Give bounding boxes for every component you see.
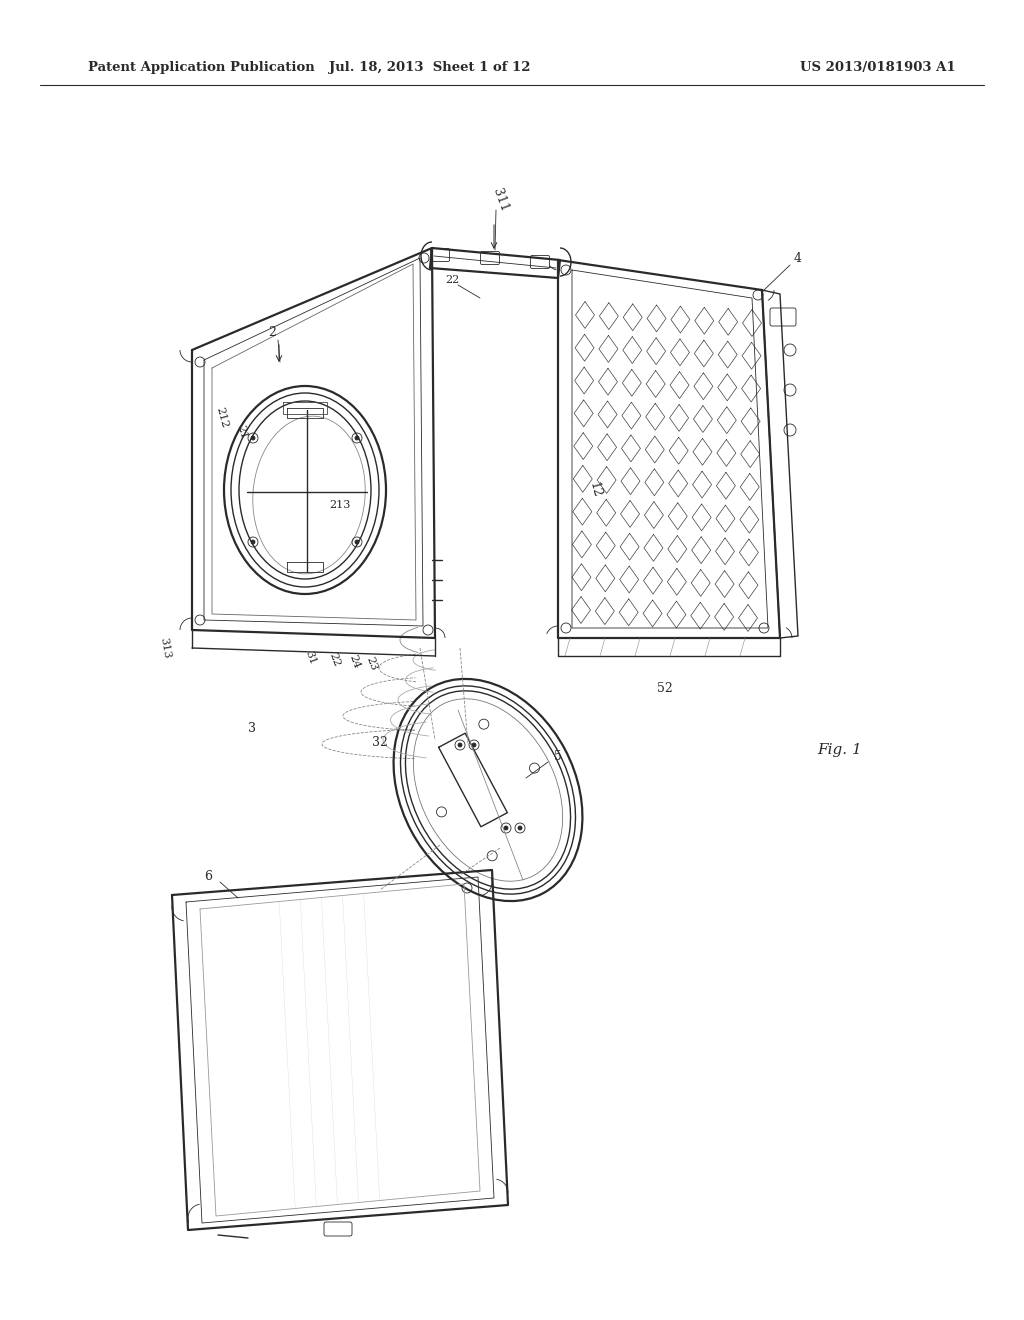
Circle shape [518, 826, 522, 830]
Text: 311: 311 [489, 186, 510, 214]
Text: Jul. 18, 2013  Sheet 1 of 12: Jul. 18, 2013 Sheet 1 of 12 [330, 62, 530, 74]
Text: 24: 24 [348, 653, 362, 671]
Text: US 2013/0181903 A1: US 2013/0181903 A1 [800, 62, 955, 74]
Circle shape [251, 540, 255, 544]
Text: 21: 21 [236, 424, 249, 440]
Text: 32: 32 [372, 735, 388, 748]
Text: 22: 22 [328, 652, 342, 668]
Text: Patent Application Publication: Patent Application Publication [88, 62, 314, 74]
FancyBboxPatch shape [430, 248, 450, 261]
Circle shape [355, 436, 359, 440]
Text: 3: 3 [248, 722, 256, 734]
Text: 213: 213 [330, 500, 350, 510]
Text: 212: 212 [214, 407, 229, 429]
Text: 52: 52 [657, 681, 673, 694]
Text: 313: 313 [159, 636, 172, 660]
FancyBboxPatch shape [530, 256, 550, 268]
Text: 2: 2 [268, 326, 275, 339]
FancyBboxPatch shape [480, 252, 500, 264]
Circle shape [504, 826, 508, 830]
Text: 12: 12 [587, 480, 603, 499]
Text: 5: 5 [554, 750, 562, 763]
Circle shape [355, 540, 359, 544]
Text: 31: 31 [303, 649, 317, 667]
Text: Fig. 1: Fig. 1 [817, 743, 862, 756]
Circle shape [472, 743, 476, 747]
Text: 22: 22 [444, 275, 459, 285]
Circle shape [251, 436, 255, 440]
Text: 23: 23 [365, 656, 379, 672]
Circle shape [458, 743, 462, 747]
Text: 6: 6 [204, 870, 212, 883]
Text: 4: 4 [794, 252, 802, 264]
